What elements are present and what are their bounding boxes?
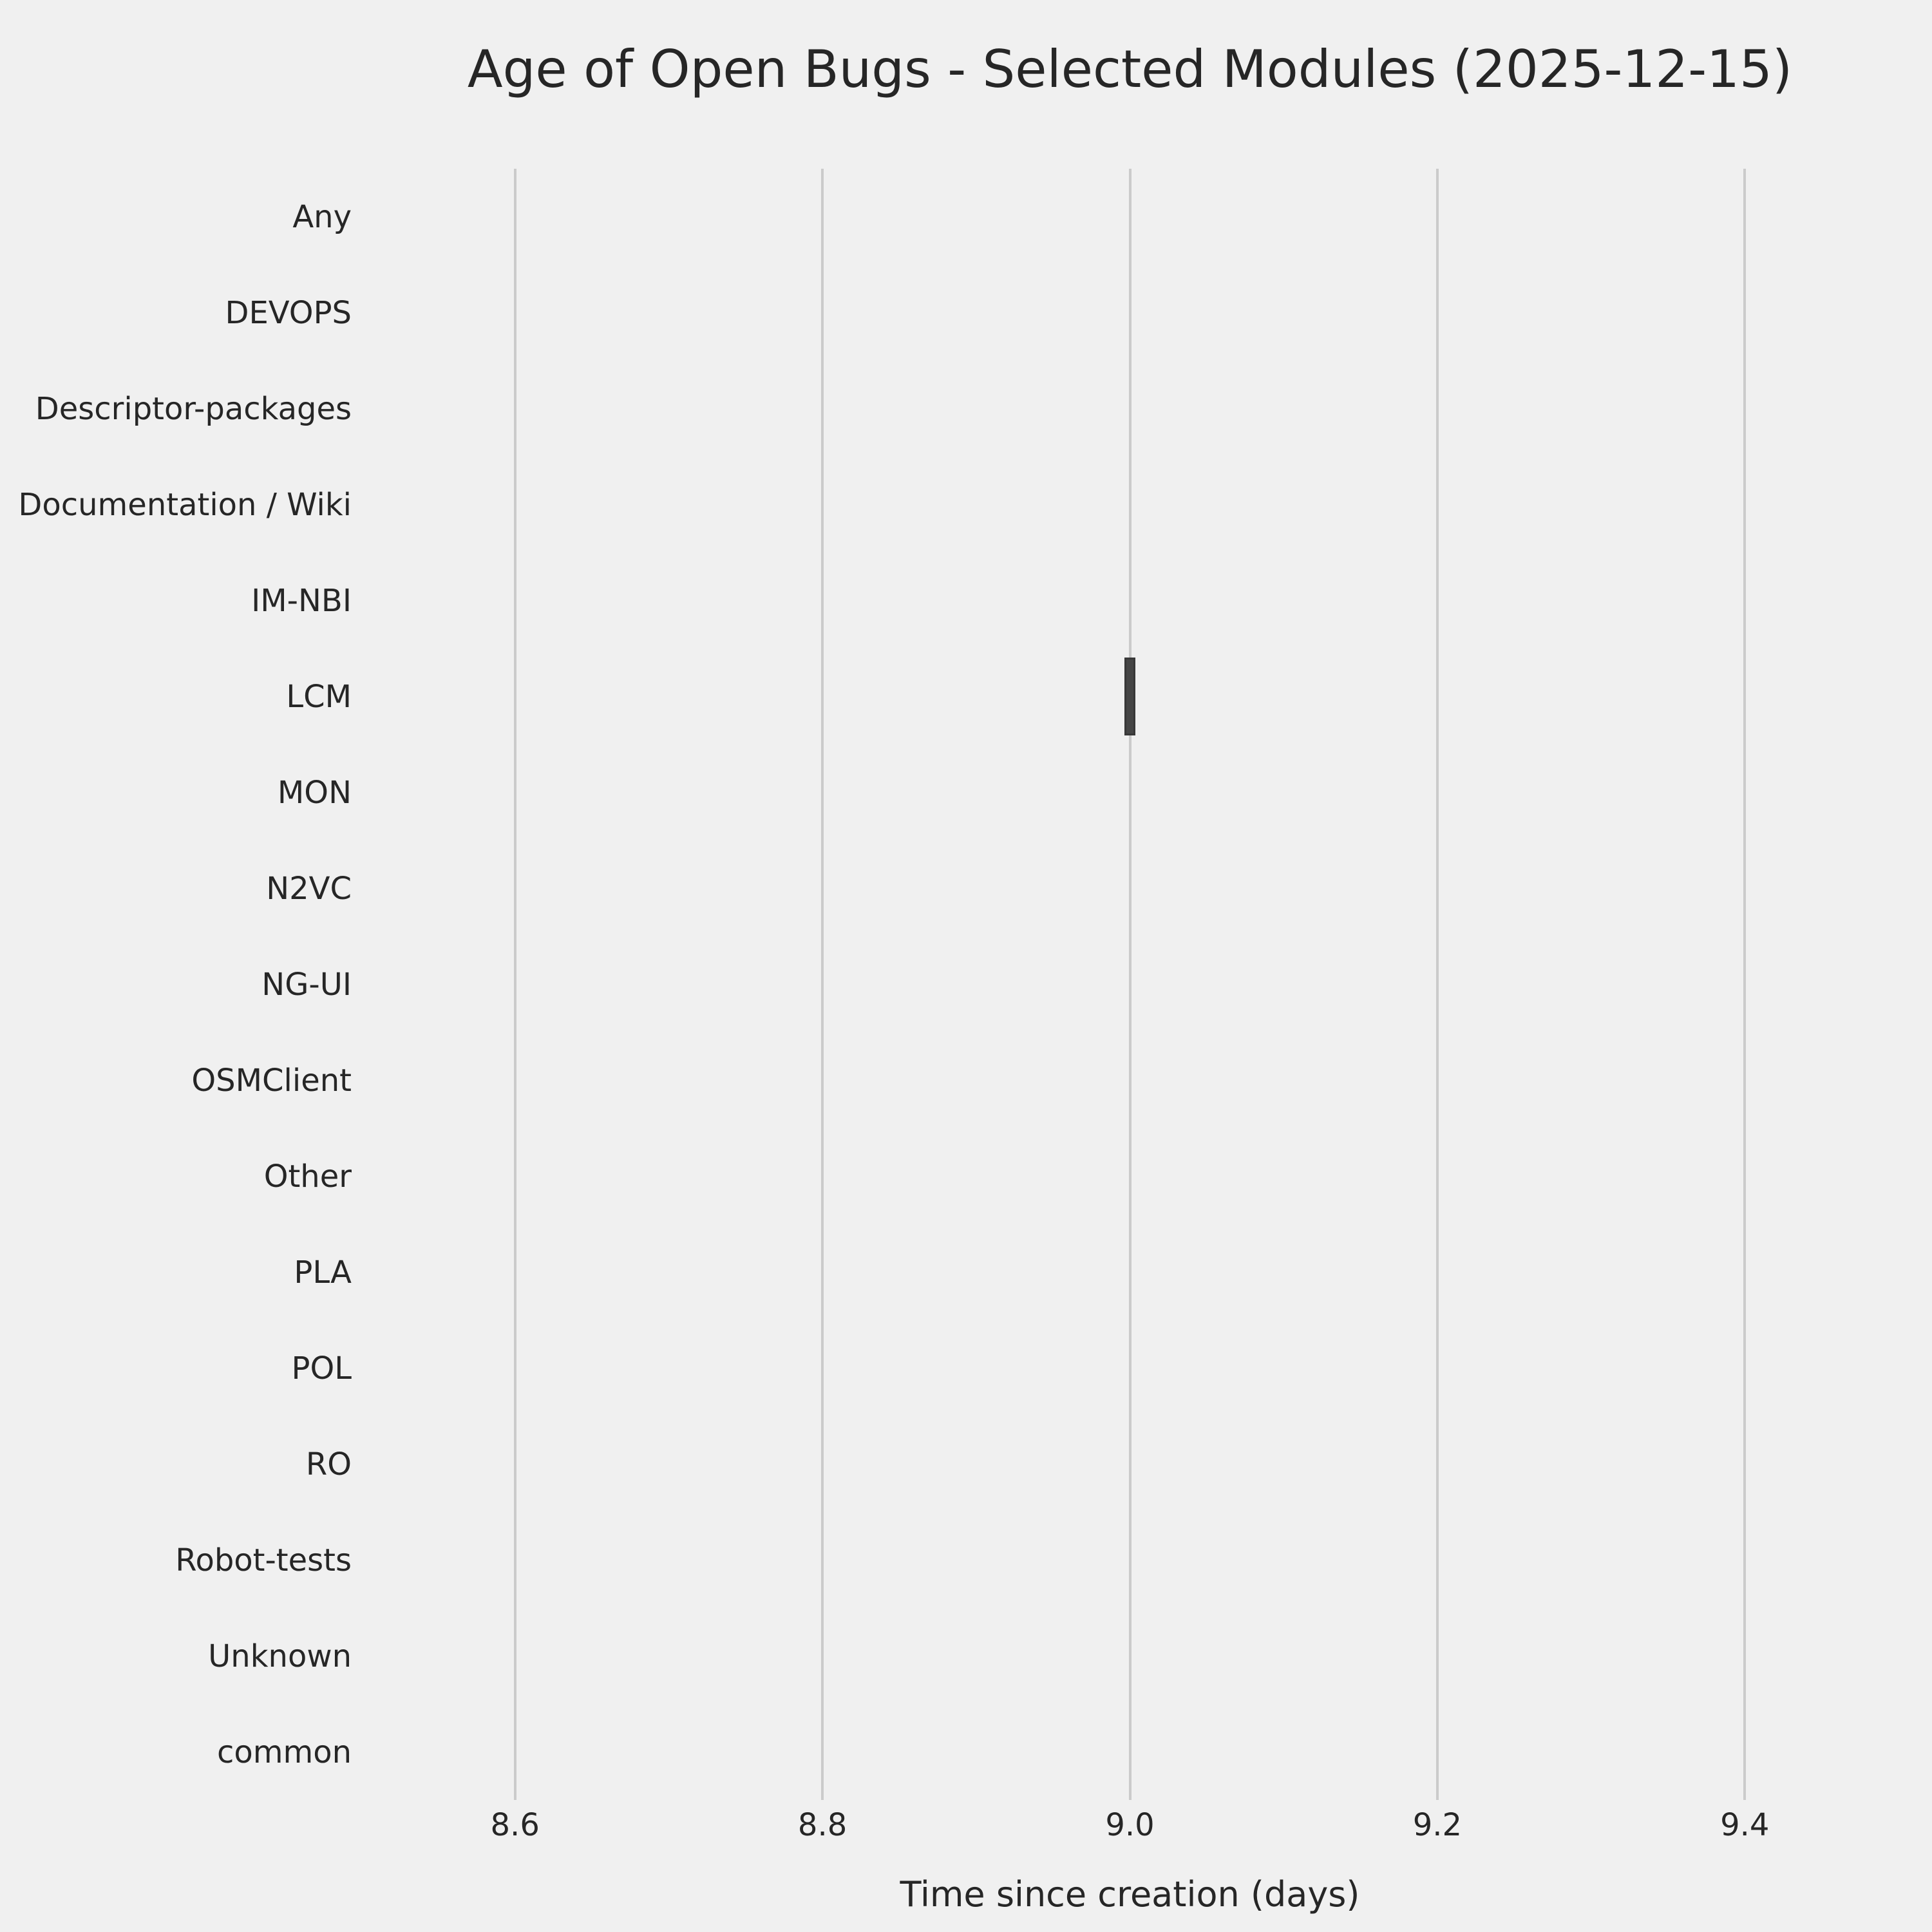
x-tick-label: 9.2 (1412, 1807, 1463, 1843)
x-tick-label: 8.6 (490, 1807, 540, 1843)
x-axis-label: Time since creation (days) (900, 1874, 1360, 1915)
chart-title: Age of Open Bugs - Selected Modules (202… (467, 39, 1793, 99)
y-tick-label: IM-NBI (251, 582, 352, 619)
gridline-x-9.4 (1743, 169, 1747, 1800)
y-tick-label: Unknown (208, 1638, 352, 1674)
y-tick-label: POL (291, 1350, 352, 1387)
y-tick-label: Robot-tests (175, 1542, 352, 1578)
gridline-x-9 (1128, 169, 1132, 1800)
y-tick-label: Other (263, 1158, 352, 1195)
y-tick-label: MON (277, 774, 352, 811)
gridline-x-9.2 (1435, 169, 1439, 1800)
x-tick-label: 8.8 (797, 1807, 848, 1843)
y-tick-label: Documentation / Wiki (18, 486, 352, 523)
y-tick-label: PLA (294, 1254, 352, 1291)
y-tick-label: NG-UI (261, 966, 352, 1003)
y-tick-label: RO (305, 1446, 352, 1482)
gridline-x-8.8 (821, 169, 824, 1800)
y-tick-label: OSMClient (191, 1062, 352, 1099)
x-tick-label: 9.0 (1105, 1807, 1155, 1843)
y-tick-label: common (216, 1734, 352, 1770)
gridline-x-8.6 (513, 169, 516, 1800)
y-tick-label: DEVOPS (225, 294, 352, 331)
boxplot-box-LCM (1124, 658, 1135, 735)
y-tick-label: Descriptor-packages (35, 390, 352, 427)
y-tick-label: Any (292, 198, 352, 235)
y-tick-label: N2VC (266, 870, 352, 907)
y-tick-label: LCM (286, 678, 352, 715)
x-tick-label: 9.4 (1720, 1807, 1770, 1843)
